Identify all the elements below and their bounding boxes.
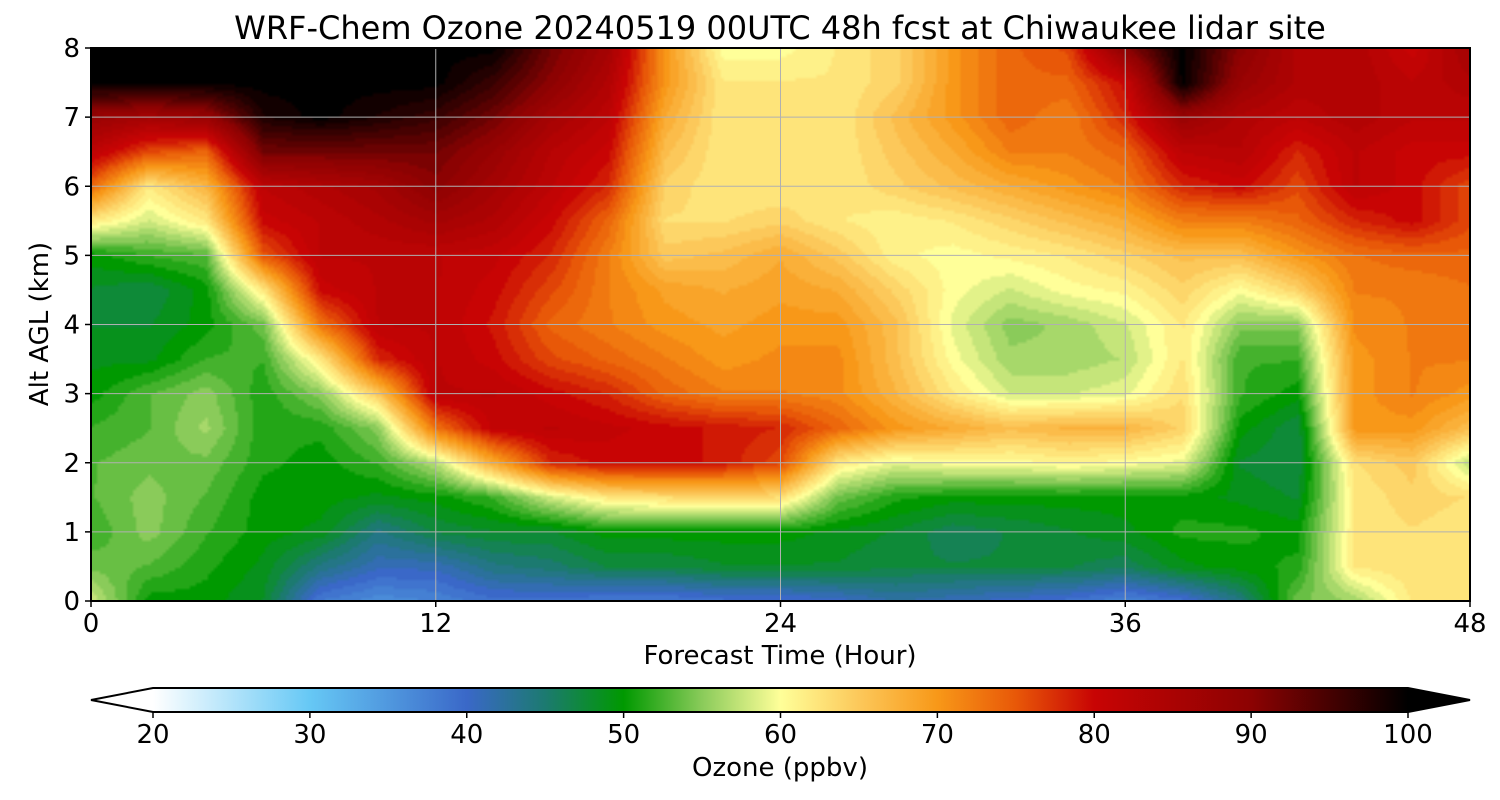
colorbar-gradient [153, 688, 1408, 712]
colorbar-tick-label: 80 [1078, 720, 1111, 750]
x-tick-label: 24 [764, 609, 797, 639]
x-tick-label: 48 [1453, 609, 1486, 639]
y-tick-label: 8 [63, 34, 80, 64]
colorbar: 20 30 40 50 60 70 80 90 100 Ozone (ppbv) [90, 687, 1471, 783]
y-tick-label: 1 [63, 518, 80, 548]
y-tick-label: 3 [63, 380, 80, 410]
y-axis-label: Alt AGL (km) [25, 242, 55, 406]
y-tick-label: 2 [63, 449, 80, 479]
x-tick-label: 0 [83, 609, 100, 639]
y-axis-ticks: 0 1 2 3 4 5 6 7 8 [63, 34, 91, 617]
y-tick-label: 0 [63, 587, 80, 617]
colorbar-tick-label: 20 [136, 720, 169, 750]
y-tick-label: 4 [63, 311, 80, 341]
y-tick-label: 7 [63, 103, 80, 133]
x-axis-label: Forecast Time (Hour) [643, 641, 916, 671]
colorbar-tick-label: 100 [1383, 720, 1433, 750]
colorbar-tick-label: 70 [921, 720, 954, 750]
x-tick-label: 12 [419, 609, 452, 639]
y-tick-label: 5 [63, 241, 80, 271]
colorbar-tick-label: 90 [1235, 720, 1268, 750]
colorbar-low-extension [91, 688, 153, 712]
chart-title: WRF-Chem Ozone 20240519 00UTC 48h fcst a… [234, 9, 1326, 47]
colorbar-tick-label: 40 [450, 720, 483, 750]
colorbar-high-extension [1408, 688, 1470, 712]
y-tick-label: 6 [63, 172, 80, 202]
colorbar-tick-label: 50 [607, 720, 640, 750]
colorbar-ticks: 20 30 40 50 60 70 80 90 100 [136, 712, 1433, 750]
colorbar-tick-label: 60 [764, 720, 797, 750]
colorbar-tick-label: 30 [293, 720, 326, 750]
colorbar-label: Ozone (ppbv) [692, 753, 868, 783]
x-axis-ticks: 0 12 24 36 48 [83, 601, 1487, 639]
x-tick-label: 36 [1109, 609, 1142, 639]
plot-area [90, 47, 1471, 602]
